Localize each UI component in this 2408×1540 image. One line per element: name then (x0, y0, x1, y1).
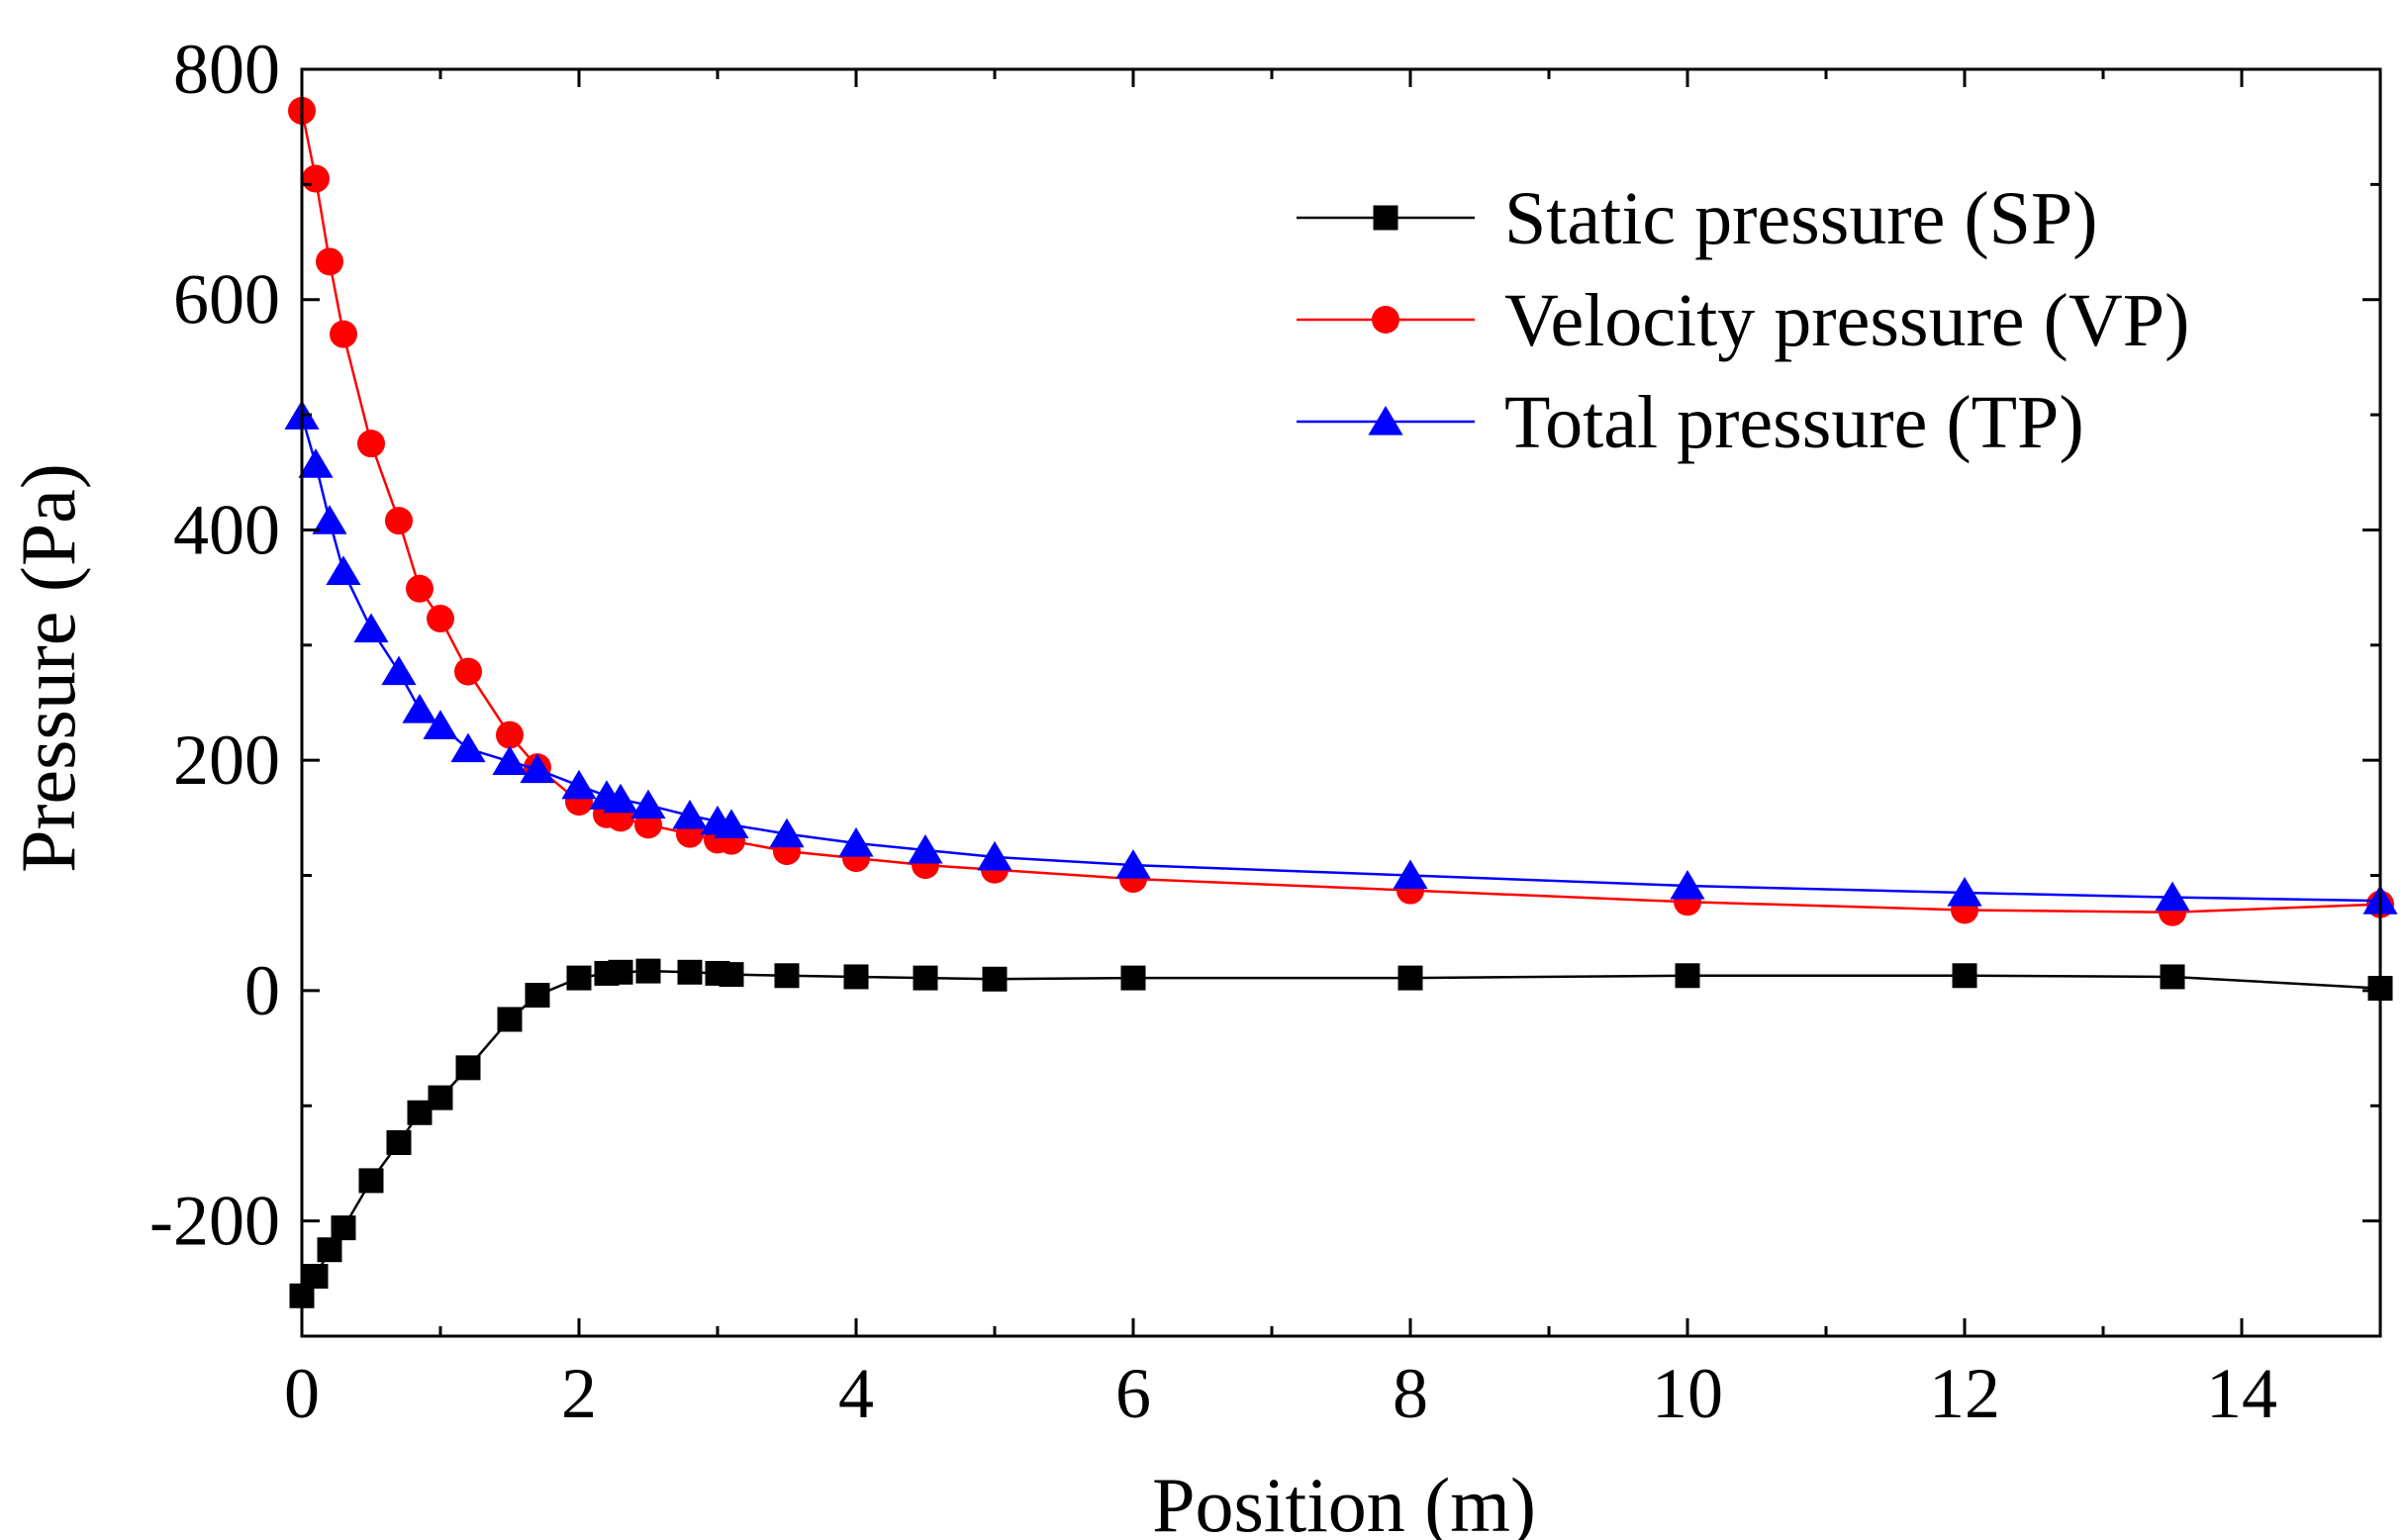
legend-marker-circle (1372, 306, 1399, 334)
data-point-velocity-pressure-vp-2 (316, 247, 343, 276)
data-point-static-pressure-sp-15 (677, 959, 703, 985)
data-point-static-pressure-sp-7 (428, 1085, 453, 1110)
data-point-static-pressure-sp-25 (1952, 963, 1977, 989)
data-point-total-pressure-tp-21 (977, 840, 1012, 871)
legend-item-static-pressure-sp: Static pressure (SP) (1297, 177, 2097, 260)
data-point-total-pressure-tp-8 (450, 732, 486, 763)
series-line-velocity-pressure-vp (300, 110, 2381, 914)
data-point-static-pressure-sp-14 (635, 958, 661, 984)
data-point-static-pressure-sp-4 (358, 1168, 384, 1194)
plot-frame (300, 67, 2382, 1338)
x-axis-title: Position (m) (1152, 1462, 1536, 1540)
data-point-static-pressure-sp-21 (982, 966, 1008, 992)
data-point-velocity-pressure-vp-8 (454, 657, 482, 686)
ticks-layer: 0 2 4 6 8 10 12 14 -200 0 200 400 600 800 (149, 30, 2382, 1433)
data-point-total-pressure-tp-18 (769, 818, 805, 848)
data-point-static-pressure-sp-9 (497, 1007, 523, 1032)
data-point-static-pressure-sp-20 (913, 965, 938, 991)
data-point-static-pressure-sp-5 (386, 1130, 412, 1156)
data-point-total-pressure-tp-13 (603, 783, 638, 814)
data-point-static-pressure-sp-10 (525, 983, 550, 1009)
y-axis-title: Pressure (Pa) (5, 463, 91, 873)
data-point-velocity-pressure-vp-4 (357, 430, 385, 458)
data-point-velocity-pressure-vp-5 (385, 507, 413, 535)
data-point-velocity-pressure-vp-9 (496, 721, 524, 749)
series-layer (284, 96, 2398, 1308)
x-tick-label: 6 (1115, 1354, 1151, 1433)
data-point-total-pressure-tp-19 (838, 826, 874, 857)
series-line-static-pressure-sp (300, 969, 2381, 1297)
data-point-total-pressure-tp-22 (1115, 849, 1151, 879)
data-point-total-pressure-tp-11 (561, 769, 597, 800)
data-point-static-pressure-sp-8 (455, 1055, 481, 1081)
legend-label: Total pressure (TP) (1504, 381, 2084, 464)
y-tick-label: 200 (173, 721, 280, 800)
data-point-total-pressure-tp-17 (714, 809, 749, 838)
data-point-total-pressure-tp-15 (672, 800, 708, 829)
data-point-total-pressure-tp-26 (2155, 881, 2190, 912)
y-tick-label: 800 (173, 30, 280, 109)
legend-label: Static pressure (SP) (1504, 177, 2097, 260)
data-point-static-pressure-sp-2 (317, 1237, 342, 1263)
x-tick-label: 4 (838, 1354, 874, 1433)
data-point-velocity-pressure-vp-7 (427, 605, 454, 633)
data-point-total-pressure-tp-9 (492, 745, 528, 775)
x-tick-label: 10 (1652, 1354, 1723, 1433)
y-tick-label: 0 (244, 951, 280, 1030)
x-tick-label: 14 (2206, 1354, 2277, 1433)
data-point-static-pressure-sp-19 (843, 964, 869, 990)
y-tick-label: 600 (173, 260, 280, 339)
data-point-static-pressure-sp-26 (2160, 964, 2185, 990)
x-tick-label: 12 (1929, 1354, 2000, 1433)
data-point-static-pressure-sp-23 (1397, 965, 1423, 991)
data-point-total-pressure-tp-23 (1393, 859, 1428, 890)
data-point-total-pressure-tp-10 (520, 753, 555, 784)
y-tick-label: -200 (149, 1182, 280, 1261)
data-point-static-pressure-sp-6 (407, 1100, 433, 1125)
data-point-static-pressure-sp-11 (566, 965, 592, 991)
legend-marker-square (1373, 205, 1398, 231)
data-point-total-pressure-tp-24 (1670, 870, 1705, 900)
data-point-total-pressure-tp-6 (402, 693, 437, 723)
data-point-total-pressure-tp-4 (353, 613, 389, 643)
data-point-total-pressure-tp-5 (381, 655, 417, 686)
legend-marker-triangle (1368, 406, 1403, 435)
data-point-static-pressure-sp-1 (303, 1263, 329, 1289)
legend: Static pressure (SP) Velocity pressure (V… (1297, 177, 2189, 464)
series-line-total-pressure-tp (300, 415, 2381, 903)
series-total-pressure-tp (284, 400, 2398, 914)
data-point-total-pressure-tp-7 (423, 710, 458, 739)
legend-item-total-pressure-tp: Total pressure (TP) (1297, 381, 2084, 464)
axes-layer (300, 67, 2382, 1338)
y-tick-label: 400 (173, 490, 280, 569)
data-point-static-pressure-sp-22 (1120, 965, 1146, 991)
data-point-static-pressure-sp-18 (774, 963, 800, 989)
data-point-total-pressure-tp-14 (630, 789, 666, 819)
data-point-static-pressure-sp-3 (331, 1215, 356, 1241)
data-point-total-pressure-tp-20 (908, 833, 943, 864)
x-tick-label: 2 (561, 1354, 597, 1433)
data-point-velocity-pressure-vp-3 (330, 320, 357, 348)
data-point-total-pressure-tp-3 (326, 555, 361, 585)
data-point-velocity-pressure-vp-1 (302, 164, 330, 193)
x-tick-label: 8 (1393, 1354, 1428, 1433)
data-point-static-pressure-sp-13 (608, 959, 633, 985)
legend-label: Velocity pressure (VP) (1504, 279, 2189, 362)
data-point-static-pressure-sp-24 (1675, 963, 1700, 989)
data-point-static-pressure-sp-17 (719, 962, 744, 988)
data-point-velocity-pressure-vp-6 (406, 574, 433, 603)
data-point-total-pressure-tp-1 (298, 448, 334, 478)
legend-item-velocity-pressure-vp: Velocity pressure (VP) (1297, 279, 2189, 362)
x-tick-label: 0 (284, 1354, 320, 1433)
data-point-total-pressure-tp-2 (312, 505, 347, 534)
data-point-total-pressure-tp-25 (1947, 877, 1982, 907)
series-static-pressure-sp (289, 958, 2393, 1308)
